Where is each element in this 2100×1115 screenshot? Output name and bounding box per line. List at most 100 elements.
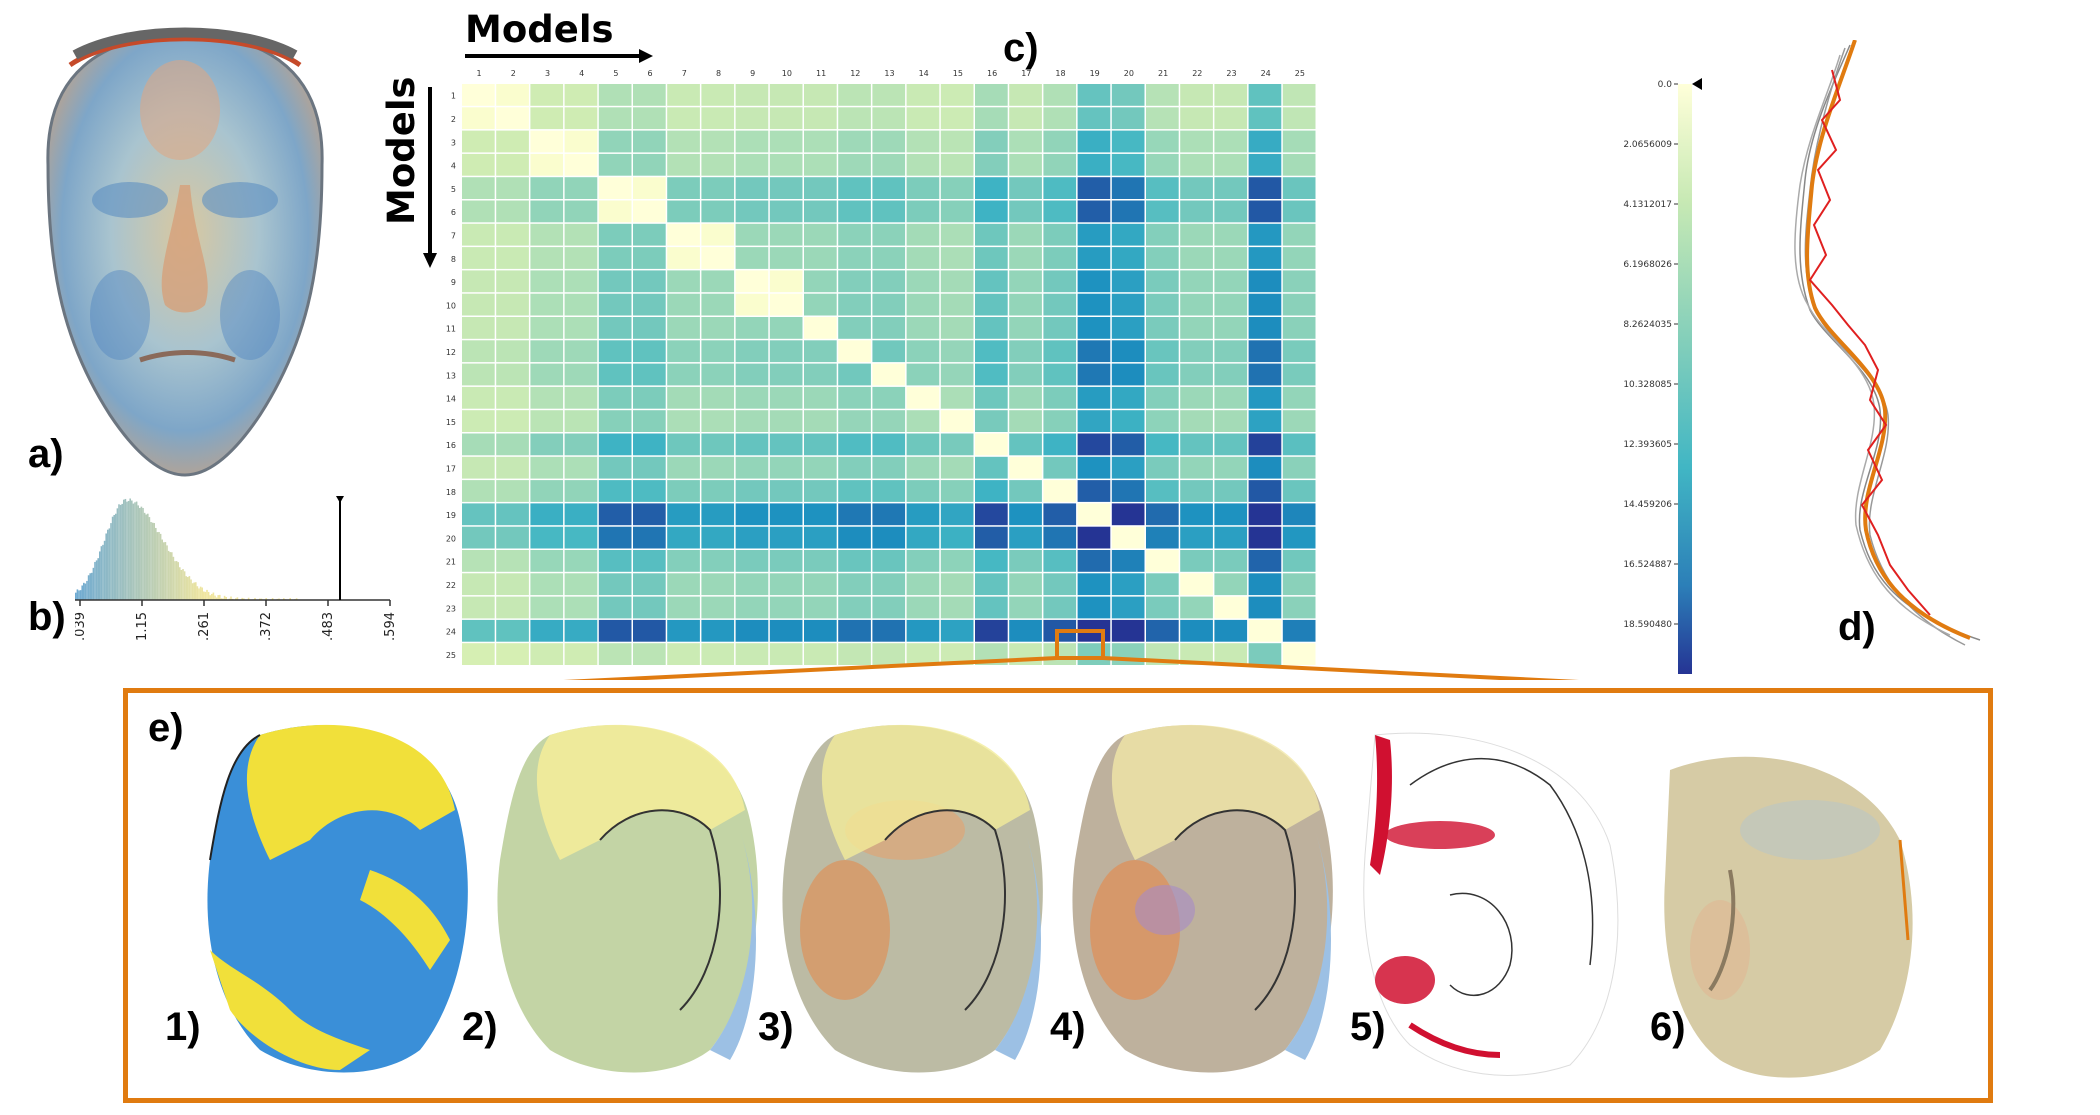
matrix-cell [1180, 293, 1213, 316]
matrix-cell [1248, 503, 1282, 526]
histogram-bar [265, 598, 267, 600]
matrix-cell [1214, 550, 1248, 572]
colorbar-tick-label: 12.393605 [1623, 440, 1672, 450]
matrix-cell [838, 293, 871, 316]
matrix-cell [667, 410, 700, 432]
histogram-bar [111, 516, 114, 600]
matrix-cell [530, 386, 564, 409]
matrix-cell [735, 456, 769, 479]
matrix-cell [1043, 340, 1077, 363]
matrix-cell [701, 363, 735, 386]
matrix-cell [838, 386, 871, 409]
matrix-cell [872, 456, 906, 479]
matrix-cell [530, 293, 564, 316]
matrix-cell [462, 84, 495, 106]
matrix-cell [667, 223, 700, 246]
histogram-bar [220, 598, 223, 600]
matrix-cell [496, 223, 529, 246]
matrix-cell [564, 363, 598, 386]
matrix-cell [940, 433, 974, 456]
models-x-arrow [465, 49, 653, 63]
matrix-cell [940, 200, 974, 223]
matrix-cell [872, 270, 906, 293]
matrix-col-label: 22 [1192, 69, 1202, 78]
matrix-cell [462, 619, 495, 642]
matrix-col-label: 6 [648, 69, 653, 78]
matrix-cell [1146, 247, 1179, 269]
matrix-cell [496, 596, 529, 619]
histogram-bar [134, 502, 136, 600]
matrix-cell [701, 223, 735, 246]
matrix-cell [633, 363, 666, 386]
matrix-cell [530, 503, 564, 526]
matrix-cell [530, 456, 564, 479]
matrix-cell [496, 177, 529, 199]
matrix-cell [838, 270, 871, 293]
histogram-bar [236, 597, 239, 600]
histogram-bar [209, 595, 211, 600]
matrix-cell [633, 84, 666, 106]
histogram-bar [225, 597, 227, 600]
matrix-cell [530, 200, 564, 223]
matrix-cell [1111, 200, 1145, 223]
matrix-cell [1214, 619, 1248, 642]
matrix-cell [1043, 247, 1077, 269]
histogram-bar [143, 512, 146, 600]
matrix-cell [462, 293, 495, 316]
matrix-cell [1077, 177, 1111, 199]
matrix-cell [1043, 386, 1077, 409]
matrix-cell [462, 363, 495, 386]
matrix-cell [906, 200, 940, 223]
matrix-cell [1248, 456, 1282, 479]
matrix-cell [462, 223, 495, 246]
matrix-cell [906, 503, 940, 526]
matrix-cell [530, 643, 564, 665]
panel-label-d: d) [1838, 605, 1876, 649]
histogram-bar [190, 579, 192, 600]
histogram-bar [180, 569, 183, 600]
histogram-bar [100, 546, 103, 600]
matrix-cell [940, 386, 974, 409]
matrix-cell [769, 200, 803, 223]
matrix-cell [804, 386, 837, 409]
face-difference-5 [1363, 732, 1619, 1076]
matrix-cell [838, 363, 871, 386]
matrix-row-label: 22 [446, 581, 456, 590]
matrix-cell [1009, 84, 1042, 106]
matrix-cell [735, 619, 769, 642]
matrix-cell [530, 177, 564, 199]
matrix-cell [1111, 410, 1145, 432]
matrix-cell [1214, 573, 1248, 596]
histogram-tick-label: 3.372 [259, 612, 274, 640]
matrix-cell [735, 223, 769, 246]
matrix-cell [701, 107, 735, 130]
matrix-cell [1282, 247, 1316, 269]
matrix-cell [462, 340, 495, 363]
histogram-bar [140, 506, 143, 600]
colorbar-tick-label: 6.1968026 [1623, 260, 1672, 270]
histogram-bar [153, 523, 155, 600]
panel-label-a: a) [28, 432, 64, 476]
histogram-bar [148, 517, 151, 600]
matrix-cell [1180, 317, 1213, 339]
histogram-bar [193, 582, 195, 600]
matrix-cell [1111, 340, 1145, 363]
histogram-bar [155, 527, 157, 600]
histogram-bar [223, 595, 226, 600]
matrix-cell [530, 433, 564, 456]
matrix-cell [564, 526, 598, 549]
matrix-cell [1077, 503, 1111, 526]
histogram-bar [254, 597, 256, 600]
matrix-cell [1043, 433, 1077, 456]
matrix-cell [564, 200, 598, 223]
matrix-cell [872, 317, 906, 339]
matrix-cell [667, 386, 700, 409]
matrix-row-label: 18 [446, 488, 456, 497]
matrix-cell [1111, 130, 1145, 153]
matrix-cell [906, 363, 940, 386]
matrix-cell [975, 386, 1008, 409]
panel-label-c: c) [1003, 26, 1039, 70]
matrix-cell [1180, 270, 1213, 293]
matrix-cell [1248, 363, 1282, 386]
matrix-cell [701, 153, 735, 176]
